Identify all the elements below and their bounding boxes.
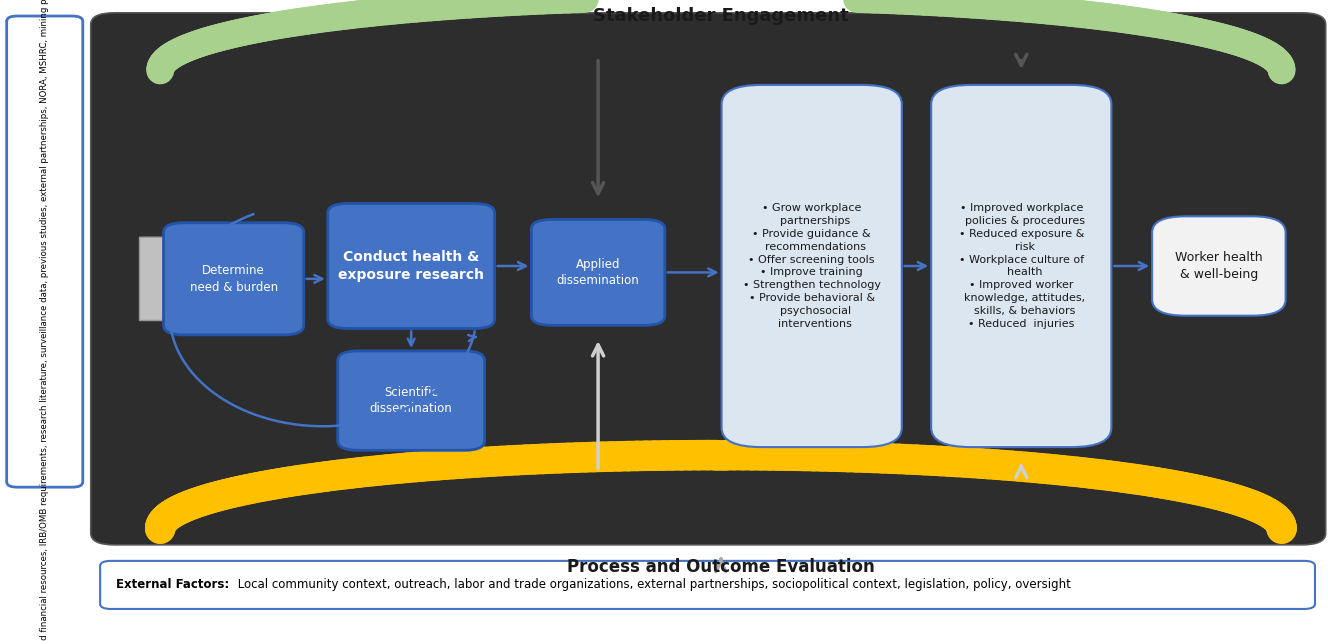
Text: Process and Outcome Evaluation: Process and Outcome Evaluation [567, 558, 874, 576]
Text: Worker health
& well-being: Worker health & well-being [1175, 251, 1263, 281]
Text: External Factors:: External Factors: [116, 578, 230, 592]
Text: Stakeholder Engagement: Stakeholder Engagement [593, 7, 849, 25]
FancyBboxPatch shape [100, 561, 1315, 609]
FancyBboxPatch shape [1152, 217, 1286, 316]
Polygon shape [139, 237, 187, 320]
Text: • Improved workplace
  policies & procedures
• Reduced exposure &
  risk
• Workp: • Improved workplace policies & procedur… [957, 203, 1085, 329]
FancyBboxPatch shape [91, 13, 1326, 545]
FancyBboxPatch shape [328, 204, 494, 329]
Text: • Grow workplace
  partnerships
• Provide guidance &
  recommendations
• Offer s: • Grow workplace partnerships • Provide … [742, 203, 881, 329]
FancyBboxPatch shape [531, 219, 665, 326]
FancyBboxPatch shape [338, 351, 485, 450]
FancyBboxPatch shape [721, 85, 902, 447]
Text: Scientific
dissemination: Scientific dissemination [370, 386, 453, 415]
Text: Applied
dissemination: Applied dissemination [557, 258, 639, 287]
FancyBboxPatch shape [163, 223, 303, 335]
Text: Conduct health &
exposure research: Conduct health & exposure research [338, 250, 485, 282]
Text: Local community context, outreach, labor and trade organizations, external partn: Local community context, outreach, labor… [234, 578, 1071, 592]
Text: Determine
need & burden: Determine need & burden [190, 264, 278, 294]
Text: Inputs: Human and financial resources, IRB/OMB requirements, research literature: Inputs: Human and financial resources, I… [40, 0, 49, 641]
FancyBboxPatch shape [932, 85, 1111, 447]
FancyBboxPatch shape [7, 16, 83, 487]
